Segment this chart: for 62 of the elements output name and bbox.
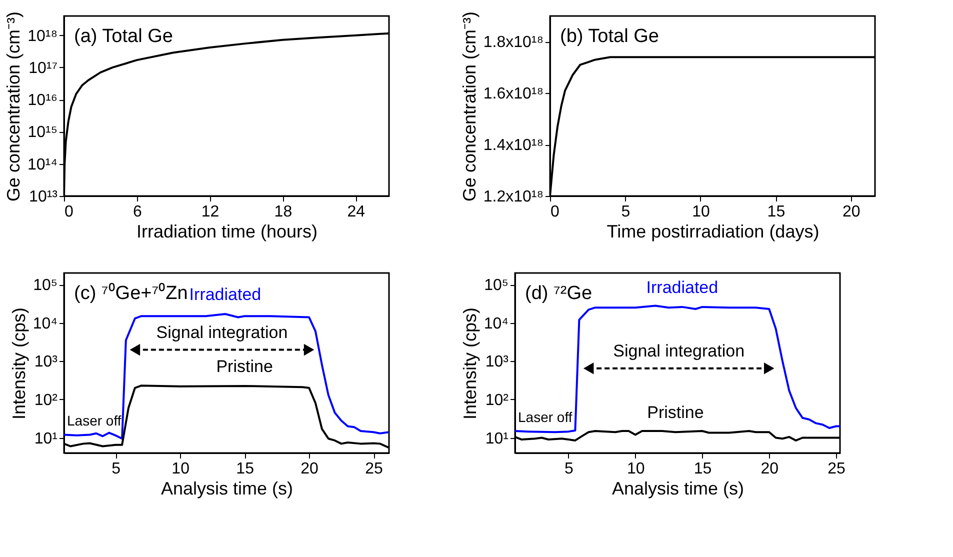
y-tick-label: 10⁵ <box>484 277 508 294</box>
x-tick-label: 20 <box>760 460 779 478</box>
x-tick-label: 10 <box>172 460 190 478</box>
text: (c) ⁷⁰Ge+⁷⁰Zn <box>74 282 188 304</box>
y-tick-label: 10¹⁴ <box>28 156 58 174</box>
y-tick-label: 10⁵ <box>33 277 58 294</box>
x-tick-label: 6 <box>132 204 142 220</box>
x-tick-label: 24 <box>347 204 366 220</box>
y-axis-title: Intensity (cps) <box>8 307 29 420</box>
x-tick-label: 20 <box>842 204 860 220</box>
x-axis-title: Time postirradiation (days) <box>606 222 820 242</box>
y-tick-label: 10¹⁷ <box>28 60 58 77</box>
x-axis-title: Analysis time (s) <box>160 478 294 498</box>
y-tick-label: 1.2x10¹⁸ <box>483 188 544 206</box>
annotation: Laser off <box>67 412 122 429</box>
x-tick-label: 10 <box>626 460 645 478</box>
x-tick-label: 15 <box>694 460 712 478</box>
x-tick-label: 10 <box>692 204 710 220</box>
x-tick-label: 20 <box>300 460 319 478</box>
x-tick-label: 5 <box>621 204 630 220</box>
y-tick-label: 10¹ <box>485 430 508 448</box>
series-label: Irradiated <box>189 285 262 304</box>
x-tick-label: 18 <box>274 204 292 220</box>
y-tick-label: 10² <box>485 392 510 409</box>
x-axis-title: Analysis time (s) <box>612 478 744 498</box>
x-tick-label: 12 <box>201 204 220 220</box>
x-tick-label: 0 <box>550 204 560 220</box>
series-label: Pristine <box>647 403 704 422</box>
y-tick-label: 10¹⁶ <box>28 92 58 110</box>
x-tick-label: 5 <box>112 460 121 478</box>
x-axis-title: Irradiation time (hours) <box>136 222 318 242</box>
x-tick-label: 15 <box>236 460 254 478</box>
annotation: Laser off <box>518 409 572 426</box>
text: (d) ⁷²Ge <box>525 283 592 304</box>
x-tick-label: 5 <box>564 460 574 478</box>
series-label: Pristine <box>216 356 273 376</box>
y-tick-label: 10¹⁵ <box>28 124 58 142</box>
line-series <box>64 313 389 440</box>
x-tick-label: 25 <box>828 460 846 478</box>
y-tick-label: 10⁴ <box>484 315 509 332</box>
y-tick-label: 1.8x10¹⁸ <box>483 34 544 52</box>
x-tick-label: 0 <box>64 204 74 220</box>
y-tick-label: 10² <box>34 392 58 409</box>
y-tick-label: 10¹³ <box>29 188 58 206</box>
line-series <box>515 304 840 434</box>
y-tick-label: 10³ <box>485 354 510 371</box>
y-tick-label: 10¹ <box>34 430 58 448</box>
x-tick-label: 25 <box>365 460 384 478</box>
y-tick-label: 1.4x10¹⁸ <box>483 137 544 154</box>
y-axis-title: Ge concentration (cm⁻³) <box>459 11 480 202</box>
text: (a) Total Ge <box>74 26 173 47</box>
annotation: Signal integration <box>613 341 745 360</box>
x-tick-label: 15 <box>767 204 786 220</box>
y-tick-label: 10³ <box>34 354 58 371</box>
y-tick-label: 10⁴ <box>32 315 58 332</box>
series-label: Irradiated <box>646 278 718 297</box>
y-tick-label: 1.6x10¹⁸ <box>483 86 544 103</box>
text: (b) Total Ge <box>560 26 659 47</box>
annotation: Signal integration <box>156 322 288 342</box>
y-tick-label: 10¹⁸ <box>28 28 58 45</box>
y-axis-title: Ge concentration (cm⁻³) <box>4 11 24 202</box>
y-axis-title: Intensity (cps) <box>460 307 480 420</box>
